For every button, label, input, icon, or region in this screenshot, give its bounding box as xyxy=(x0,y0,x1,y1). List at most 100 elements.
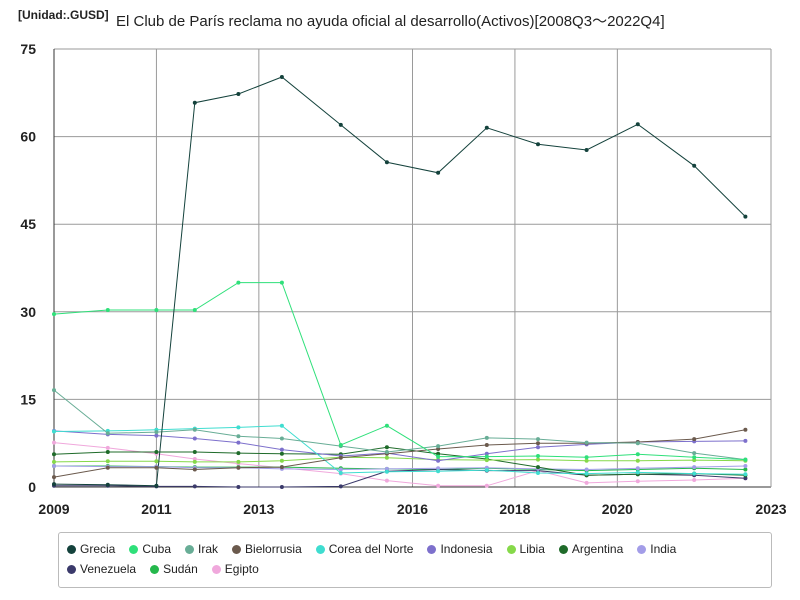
data-point-corea-del-norte xyxy=(236,425,241,430)
data-point-cuba xyxy=(192,308,197,312)
data-point-egipto xyxy=(384,478,389,483)
data-point-irak xyxy=(635,441,640,446)
legend-label: Argentina xyxy=(571,542,624,556)
legend-label: Indonesia xyxy=(440,542,493,556)
legend-item-venezuela[interactable]: Venezuela xyxy=(67,559,136,579)
line-chart: [Unidad:.GUSD] El Club de París reclama … xyxy=(18,8,787,517)
legend-swatch xyxy=(185,544,195,554)
data-point-bielorrusia xyxy=(52,475,56,480)
x-tick-label: 2016 xyxy=(397,501,428,517)
y-tick-label: 30 xyxy=(20,304,36,320)
data-point-egipto xyxy=(105,445,110,450)
data-point-corea-del-norte xyxy=(536,471,540,475)
data-point-corea-del-norte xyxy=(384,469,389,474)
data-point-corea-del-norte xyxy=(635,470,640,475)
data-point-libia xyxy=(105,459,110,464)
legend-item-argentina[interactable]: Argentina xyxy=(558,539,624,559)
data-point-argentina xyxy=(154,450,159,454)
data-point-argentina xyxy=(236,451,241,456)
axes xyxy=(53,49,772,488)
data-point-irak xyxy=(52,388,56,393)
legend-swatch xyxy=(637,544,647,554)
data-point-grecia xyxy=(635,122,640,127)
data-point-grecia xyxy=(584,148,589,152)
data-point-egipto xyxy=(484,483,489,488)
data-point-cuba xyxy=(536,454,540,458)
legend-swatch xyxy=(150,564,160,574)
series-lines xyxy=(53,76,746,488)
data-point-bielorrusia xyxy=(484,443,489,447)
legend-item-corea-del-norte[interactable]: Corea del Norte xyxy=(315,539,413,559)
data-point-venezuela xyxy=(338,484,343,489)
data-point-libia xyxy=(192,459,197,464)
data-point-grecia xyxy=(743,214,748,219)
legend-swatch xyxy=(232,544,242,554)
data-point-libia xyxy=(279,458,284,463)
data-point-cuba xyxy=(635,452,640,457)
legend-item-sudan[interactable]: Sudán xyxy=(150,559,198,579)
legend-label: Irak xyxy=(198,542,219,556)
data-point-cuba xyxy=(52,312,56,317)
data-point-india xyxy=(635,466,640,471)
data-point-indonesia xyxy=(484,451,489,456)
data-point-irak xyxy=(236,434,241,439)
data-point-egipto xyxy=(192,457,197,461)
data-point-corea-del-norte xyxy=(743,472,748,477)
legend-label: Egipto xyxy=(224,562,259,576)
data-point-irak xyxy=(436,444,441,449)
data-point-cuba xyxy=(105,308,110,312)
data-point-cuba xyxy=(743,457,748,462)
data-point-corea-del-norte xyxy=(484,468,489,473)
x-tick-label: 2009 xyxy=(38,501,69,517)
y-tick-label: 60 xyxy=(20,129,36,145)
data-point-india xyxy=(338,467,343,472)
data-point-libia xyxy=(484,458,489,463)
data-point-india xyxy=(743,464,748,468)
x-tick-label: 2018 xyxy=(499,501,530,517)
y-tick-label: 45 xyxy=(20,216,36,232)
data-point-irak xyxy=(105,431,110,436)
data-point-irak xyxy=(192,427,197,432)
data-point-bielorrusia xyxy=(436,447,441,451)
data-point-libia xyxy=(52,459,56,464)
data-point-corea-del-norte xyxy=(436,469,441,474)
data-point-grecia xyxy=(384,160,389,165)
data-point-irak xyxy=(384,450,389,454)
legend-item-bielorrusia[interactable]: Bielorrusia xyxy=(232,539,302,559)
data-point-libia xyxy=(584,458,589,463)
legend-item-irak[interactable]: Irak xyxy=(185,539,218,559)
legend-item-indonesia[interactable]: Indonesia xyxy=(427,539,493,559)
data-point-indonesia xyxy=(743,438,748,443)
legend-item-cuba[interactable]: Cuba xyxy=(129,539,171,559)
data-point-irak xyxy=(584,440,589,445)
data-point-bielorrusia xyxy=(743,427,748,432)
chart-title: El Club de París reclama no ayuda oficia… xyxy=(116,13,665,30)
data-point-argentina xyxy=(384,445,389,450)
data-point-grecia xyxy=(536,142,540,147)
data-point-sudan xyxy=(743,467,748,472)
data-point-egipto xyxy=(436,483,441,488)
data-point-indonesia xyxy=(192,436,197,441)
data-point-grecia xyxy=(279,75,284,79)
data-point-grecia xyxy=(105,482,110,487)
data-point-grecia xyxy=(692,163,697,168)
data-point-india xyxy=(384,466,389,471)
data-point-irak xyxy=(279,436,284,441)
data-point-cuba xyxy=(384,423,389,428)
legend-label: Grecia xyxy=(80,542,116,556)
data-point-grecia xyxy=(52,482,56,487)
legend-item-libia[interactable]: Libia xyxy=(506,539,545,559)
grid-lines xyxy=(54,48,771,487)
x-tick-label: 2020 xyxy=(602,501,633,517)
legend-item-india[interactable]: India xyxy=(637,539,676,559)
data-point-argentina xyxy=(105,450,110,454)
data-point-corea-del-norte xyxy=(338,471,343,475)
tick-labels: 0 15 30 45 60 75 2009 2011 2013 2016 2018 2020 2023 xyxy=(20,41,786,517)
legend-item-grecia[interactable]: Grecia xyxy=(67,539,115,559)
legend-swatch xyxy=(67,564,76,574)
data-point-cuba xyxy=(436,454,441,459)
data-point-irak xyxy=(536,437,540,442)
data-point-india xyxy=(692,465,697,470)
legend-item-egipto[interactable]: Egipto xyxy=(211,559,259,579)
data-point-indonesia xyxy=(154,433,159,438)
